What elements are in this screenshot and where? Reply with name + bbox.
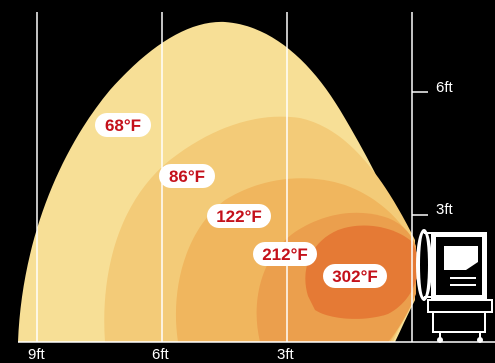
temp-label-86f: 86°F <box>159 164 215 188</box>
temp-text-122f: 122°F <box>216 207 262 226</box>
temp-text-68f: 68°F <box>105 116 141 135</box>
temp-text-86f: 86°F <box>169 167 205 186</box>
temp-label-302f: 302°F <box>323 264 387 288</box>
y-axis-ticks <box>412 91 428 216</box>
temp-text-302f: 302°F <box>332 267 378 286</box>
heater-icon <box>416 229 493 343</box>
x-label-6ft: 6ft <box>152 346 170 363</box>
temperature-labels: 68°F 86°F 122°F 212°F 302°F <box>95 113 387 288</box>
temp-label-122f: 122°F <box>207 204 271 228</box>
temp-text-212f: 212°F <box>262 245 308 264</box>
y-label-3ft: 3ft <box>436 201 454 218</box>
x-label-3ft: 3ft <box>277 346 295 363</box>
y-label-6ft: 6ft <box>436 79 454 96</box>
temp-label-68f: 68°F <box>95 113 151 137</box>
x-label-9ft: 9ft <box>28 346 46 363</box>
temp-label-212f: 212°F <box>253 242 317 266</box>
